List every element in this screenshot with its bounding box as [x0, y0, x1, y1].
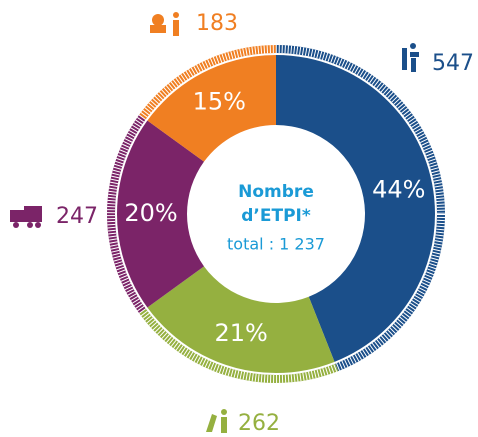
- slice: [139, 45, 276, 162]
- ring-hatch: [107, 45, 445, 383]
- count-label: 183: [196, 11, 238, 36]
- icon-orange: [150, 12, 179, 36]
- center-total: total : 1 237: [227, 235, 325, 254]
- slice-label: 20%: [124, 199, 177, 227]
- slice-label: 15%: [193, 88, 246, 116]
- icon-green: [206, 409, 227, 433]
- slice-label: 44%: [372, 176, 425, 204]
- slice: [276, 45, 445, 372]
- count-label: 262: [238, 411, 280, 436]
- icon-purple: [10, 206, 42, 228]
- count-label: 547: [432, 51, 474, 76]
- count-label: 247: [56, 204, 98, 229]
- slices: [106, 45, 445, 383]
- ring-gap: [115, 53, 437, 375]
- icon-blue: [402, 43, 419, 72]
- slice: [106, 114, 204, 314]
- slice: [139, 266, 339, 383]
- icons: [10, 12, 419, 433]
- center-title: Nombre d’ETPI*: [238, 182, 314, 226]
- slice-label: 21%: [214, 319, 267, 347]
